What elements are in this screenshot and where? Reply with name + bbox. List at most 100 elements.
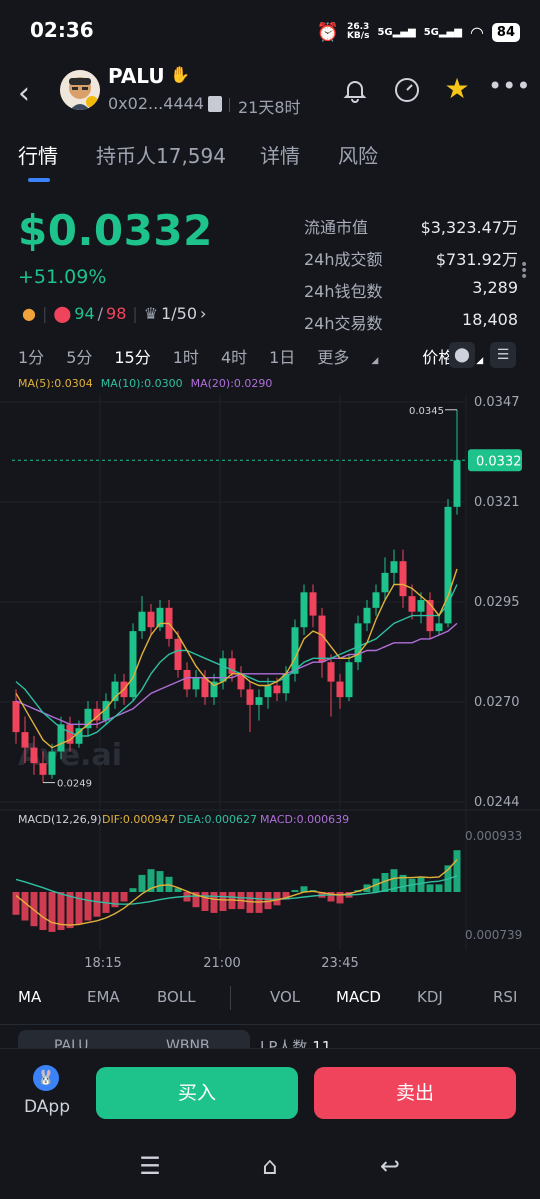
current-price-tag — [468, 449, 522, 472]
price-mode-select[interactable]: 价格 ◢ — [422, 344, 505, 368]
back-nav-icon[interactable]: ↩ — [379, 1152, 401, 1180]
time-axis: 18:15 21:00 23:45 — [84, 956, 358, 971]
more-menu-icon[interactable]: ••• — [488, 72, 531, 100]
dapp-label[interactable]: DApp — [24, 1097, 71, 1117]
candle-body — [255, 697, 263, 705]
recents-menu-icon[interactable]: ☰ — [139, 1152, 161, 1180]
status-time: 02:36 — [30, 18, 94, 42]
macd-histogram-bar — [300, 886, 308, 892]
star-favorite-icon[interactable]: ★ — [444, 72, 470, 105]
crown-icon: ♛ — [143, 304, 159, 323]
safety-score-badge[interactable]: ⬤ 94/98 — [53, 304, 126, 323]
score-b: 98 — [106, 304, 127, 323]
stats-more-icon[interactable]: • • • — [520, 257, 529, 285]
ma20-legend: MA(20):0.0290 — [190, 377, 273, 390]
ind-tab-ema[interactable]: EMA — [87, 988, 120, 1006]
ma5-line — [15, 568, 458, 749]
copy-icon[interactable] — [208, 96, 222, 112]
tab-details[interactable]: 详情 — [260, 144, 300, 168]
candle-body — [102, 701, 110, 721]
candle-body — [210, 681, 218, 698]
tf-4h[interactable]: 4时 — [220, 348, 248, 367]
candle-body — [264, 685, 272, 698]
signal-icon: 5G▂▄▆ — [377, 26, 416, 38]
dropdown-triangle-icon: ◢ — [476, 356, 484, 366]
candle-body — [336, 681, 344, 698]
back-arrow-icon[interactable]: ‹ — [18, 76, 30, 111]
macd-histogram-bar — [48, 892, 56, 932]
ind-tab-rsi[interactable]: RSI — [493, 988, 518, 1006]
candle-body — [174, 638, 182, 670]
stat-value: $3,323.47万 — [420, 218, 518, 237]
buy-button[interactable]: 买入 — [96, 1067, 298, 1119]
macd-histogram-bar — [93, 892, 101, 917]
macd-histogram-bar — [57, 892, 65, 930]
tf-more[interactable]: 更多 ◢ — [317, 344, 400, 368]
score-a: 94 — [74, 304, 95, 323]
ind-tab-macd[interactable]: MACD — [336, 988, 381, 1006]
candle-body — [345, 662, 353, 698]
low-price-label: 0.0249 — [57, 779, 92, 790]
tf-5m[interactable]: 5分 — [66, 348, 93, 367]
candle-body — [291, 627, 299, 674]
macd-histogram-bar — [453, 850, 461, 892]
rank-badge[interactable]: ♛ 1/50 › — [144, 304, 207, 323]
indicator-settings-icon[interactable]: ⬤ — [449, 342, 475, 368]
macd-histogram-bar — [138, 874, 146, 892]
price-tick-label: 0.0347 — [474, 395, 520, 410]
candle-body — [57, 724, 65, 752]
home-icon[interactable]: ⌂ — [262, 1152, 278, 1180]
divider-bar: | — [41, 304, 48, 323]
candle-body — [30, 747, 38, 764]
dea-line — [15, 875, 458, 905]
macd-histogram-bar — [327, 892, 335, 902]
chart-settings-icon[interactable]: ☰ — [490, 342, 516, 368]
candle-body — [453, 460, 461, 507]
bottom-action-bar: 🐰 DApp 买入 卖出 — [0, 1048, 540, 1144]
tf-1m[interactable]: 1分 — [18, 348, 45, 367]
candle-body — [93, 708, 101, 721]
token-symbol: PALU — [108, 64, 165, 88]
candlestick-chart[interactable]: Ave.ai 0.03470.03210.02950.02700.02440.0… — [0, 390, 540, 980]
pancake-dapp-icon[interactable]: 🐰 — [33, 1065, 59, 1091]
ind-tab-ma[interactable]: MA — [18, 988, 42, 1006]
candle-body — [327, 662, 335, 682]
ma10-legend: MA(10):0.0300 — [100, 377, 183, 390]
macd-histogram-bar — [156, 871, 164, 892]
ind-tab-kdj[interactable]: KDJ — [417, 988, 443, 1006]
macd-histogram-bar — [246, 892, 254, 913]
ind-tab-boll[interactable]: BOLL — [157, 988, 196, 1006]
candle-body — [12, 701, 20, 733]
macd-histogram-bar — [30, 892, 38, 927]
tab-market[interactable]: 行情 — [18, 144, 58, 168]
candle-body — [39, 763, 47, 775]
candle-body — [228, 658, 236, 674]
ind-tab-vol[interactable]: VOL — [270, 988, 301, 1006]
tab-risk[interactable]: 风险 — [338, 144, 378, 168]
tf-more-label: 更多 — [317, 348, 350, 367]
sell-button[interactable]: 卖出 — [314, 1067, 516, 1119]
token-age: 21天8时 — [238, 98, 301, 117]
tf-1h[interactable]: 1时 — [172, 348, 199, 367]
macd-histogram-bar — [66, 892, 74, 929]
tf-15m[interactable]: 15分 — [114, 348, 151, 367]
stat-label: 24h交易数 — [304, 314, 383, 333]
score-separator: / — [97, 304, 104, 323]
wifi-icon: ◠ — [469, 22, 484, 42]
dropdown-triangle-icon: ◢ — [371, 356, 379, 366]
candle-body — [237, 673, 245, 690]
time-tick-label: 18:15 — [84, 956, 121, 971]
gauge-icon[interactable] — [392, 76, 422, 106]
macd-histogram-bar — [210, 892, 218, 913]
candle-body — [201, 677, 209, 698]
candle-body — [273, 685, 281, 694]
tab-holders[interactable]: 持币人17,594 — [96, 144, 226, 168]
signal-label-2: 5G — [423, 26, 439, 38]
candle-body — [399, 561, 407, 597]
ma10-line — [15, 584, 458, 737]
indicator-divider — [230, 986, 231, 1010]
tf-1d[interactable]: 1日 — [269, 348, 296, 367]
macd-histogram-bar — [336, 892, 344, 904]
net-speed-value: 26.3 — [347, 22, 370, 32]
bell-icon[interactable] — [340, 76, 370, 106]
